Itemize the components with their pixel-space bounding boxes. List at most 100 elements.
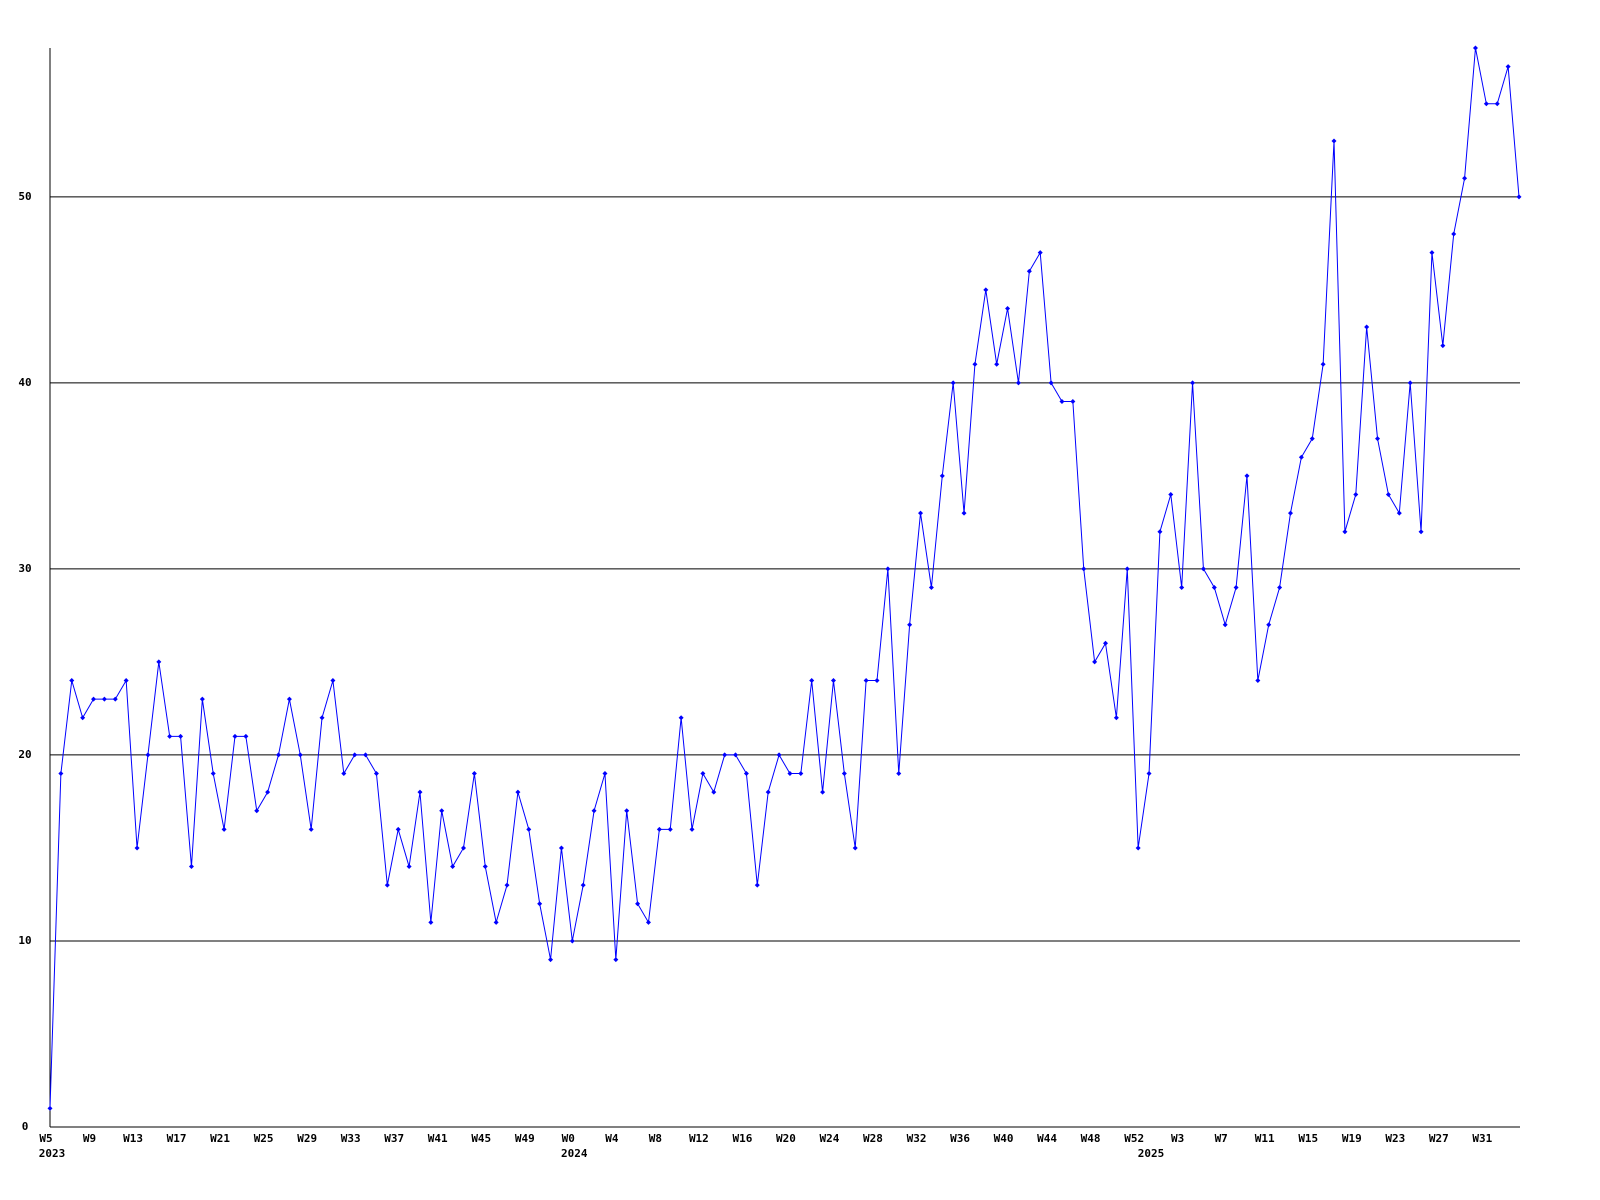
point-marker: [69, 678, 75, 684]
point-marker: [1113, 715, 1119, 721]
point-marker: [1211, 585, 1217, 590]
x-tick-label: W15: [1298, 1132, 1318, 1145]
point-marker: [1331, 138, 1337, 144]
x-tick-label: W25: [254, 1132, 274, 1145]
point-marker: [1483, 101, 1489, 107]
x-tick-label: W12: [689, 1132, 709, 1145]
point-marker: [1266, 622, 1272, 628]
point-marker: [352, 752, 358, 758]
point-marker: [1440, 343, 1446, 349]
x-tick-label: W19: [1342, 1132, 1362, 1145]
point-marker: [406, 864, 412, 870]
point-marker: [1222, 622, 1228, 628]
point-marker: [874, 678, 880, 684]
point-marker: [1255, 678, 1261, 684]
x-tick-label: W29: [297, 1132, 317, 1145]
x-tick-label: W41: [428, 1132, 448, 1145]
point-marker: [1298, 454, 1304, 460]
point-marker: [994, 361, 1000, 367]
point-marker: [471, 771, 477, 777]
point-marker: [580, 882, 586, 888]
x-tick-label: W11: [1255, 1132, 1275, 1145]
point-marker: [645, 919, 651, 925]
point-marker: [178, 733, 184, 739]
point-marker: [809, 678, 815, 684]
point-marker: [210, 771, 216, 777]
y-tick-label: 30: [18, 562, 31, 575]
point-marker: [678, 715, 684, 721]
point-marker: [624, 808, 630, 814]
point-marker: [504, 882, 510, 888]
point-marker: [254, 808, 260, 814]
point-marker: [319, 715, 325, 721]
point-marker: [863, 678, 869, 684]
point-marker: [1103, 640, 1109, 646]
point-marker: [188, 864, 194, 870]
point-marker: [1320, 361, 1326, 367]
x-tick-label: W49: [515, 1132, 535, 1145]
point-marker: [1418, 529, 1424, 535]
point-marker: [199, 696, 205, 702]
point-marker: [1168, 491, 1174, 497]
point-marker: [1146, 771, 1152, 777]
point-marker: [1385, 491, 1391, 497]
y-tick-label: 20: [18, 748, 31, 761]
point-marker: [928, 585, 934, 590]
point-marker: [232, 733, 238, 739]
point-marker: [548, 957, 554, 963]
point-marker: [1287, 510, 1293, 516]
point-marker: [896, 771, 902, 777]
point-marker: [787, 771, 793, 777]
point-marker: [950, 380, 956, 386]
point-marker: [841, 771, 847, 777]
point-marker: [80, 715, 86, 721]
x-tick-label: W8: [649, 1132, 662, 1145]
x-tick-label: W28: [863, 1132, 883, 1145]
point-marker: [493, 919, 499, 925]
point-marker: [1309, 436, 1315, 442]
point-marker: [1124, 566, 1130, 572]
point-marker: [123, 678, 129, 684]
point-marker: [526, 826, 532, 832]
y-tick-label: 50: [18, 190, 31, 203]
x-tick-label: W3: [1171, 1132, 1184, 1145]
point-marker: [1375, 436, 1381, 442]
x-tick-label: W52: [1124, 1132, 1144, 1145]
point-marker: [830, 678, 836, 684]
point-marker: [711, 789, 717, 795]
x-tick-label: W7: [1215, 1132, 1228, 1145]
point-marker: [635, 901, 641, 907]
point-marker: [47, 1105, 53, 1111]
x-tick-label: W33: [341, 1132, 361, 1145]
point-marker: [765, 789, 771, 795]
point-marker: [1505, 64, 1511, 70]
point-marker: [1135, 845, 1141, 851]
x-tick-label: W31: [1472, 1132, 1492, 1145]
point-marker: [939, 473, 945, 479]
x-year-label: 2024: [561, 1147, 588, 1160]
point-marker: [558, 845, 564, 851]
x-tick-label: W37: [384, 1132, 404, 1145]
point-marker: [1462, 175, 1468, 181]
x-year-label: 2025: [1138, 1147, 1165, 1160]
x-tick-label: W21: [210, 1132, 230, 1145]
x-tick-label: W5: [39, 1132, 52, 1145]
point-marker: [1342, 529, 1348, 535]
point-marker: [91, 696, 97, 702]
x-tick-label: W9: [83, 1132, 96, 1145]
point-marker: [265, 789, 271, 795]
series-line: [49, 47, 1520, 1109]
point-marker: [754, 882, 760, 888]
point-marker: [1157, 529, 1163, 535]
point-marker: [363, 752, 369, 758]
point-marker: [1516, 194, 1522, 200]
point-marker: [1353, 491, 1359, 497]
point-marker: [1179, 585, 1185, 590]
point-marker: [743, 771, 749, 777]
point-marker: [1429, 250, 1435, 256]
point-marker: [1364, 324, 1370, 330]
point-marker: [145, 752, 151, 758]
point-marker: [330, 678, 336, 684]
point-marker: [820, 789, 826, 795]
